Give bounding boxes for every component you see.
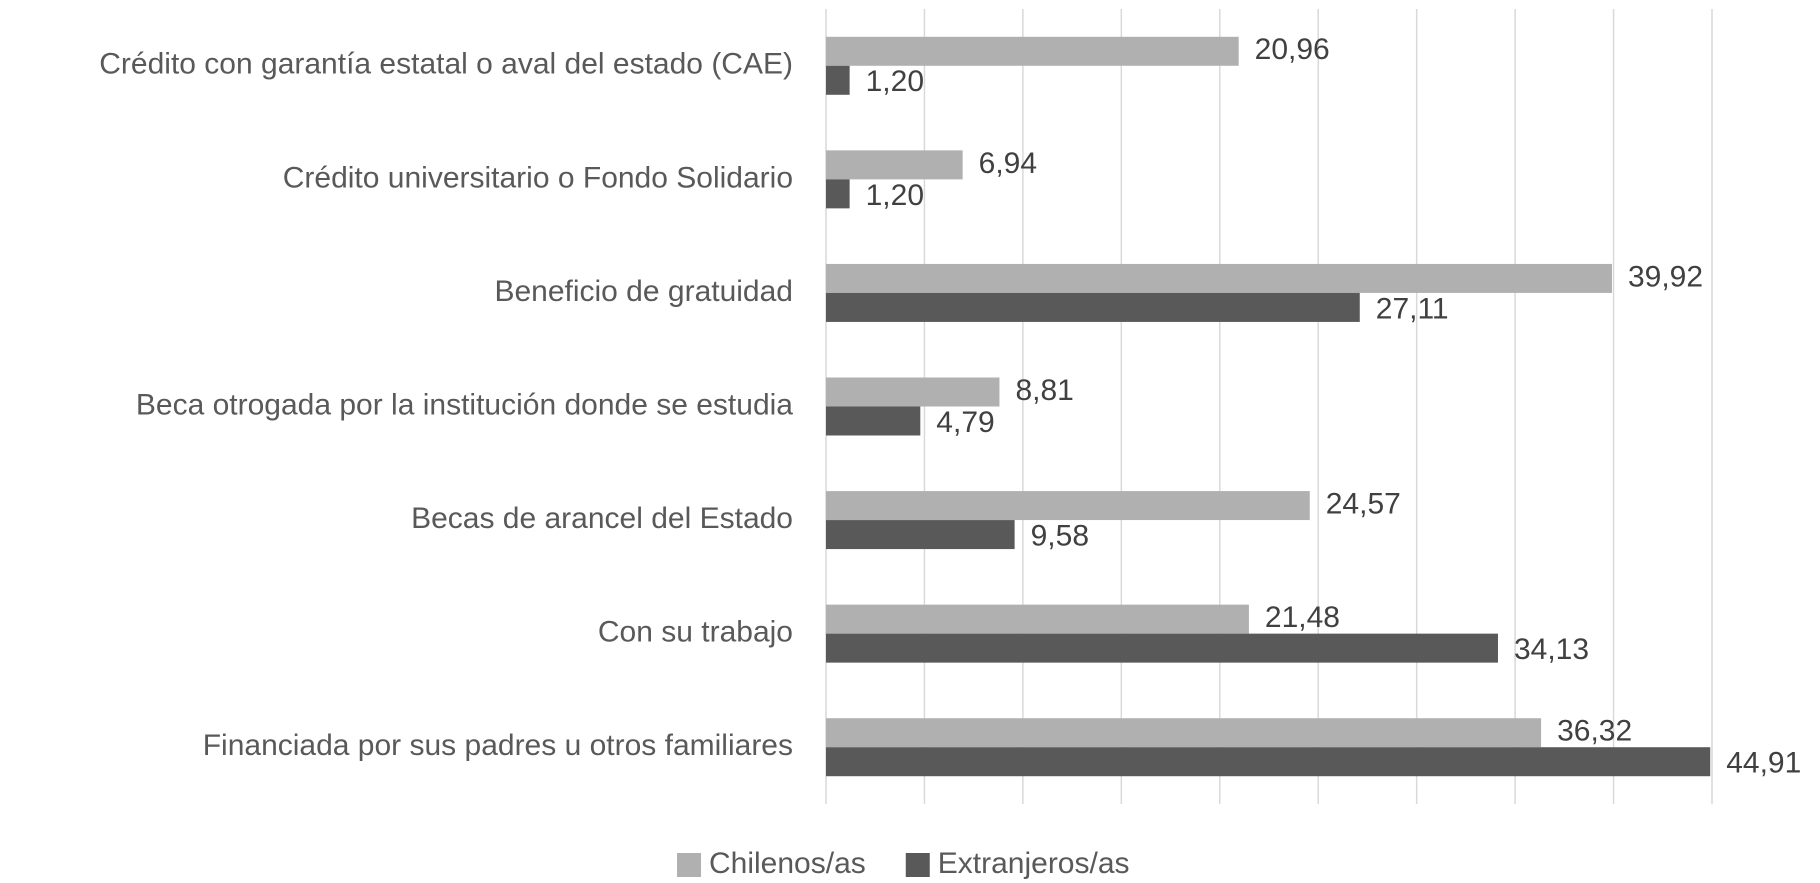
legend-label: Chilenos/as — [709, 847, 866, 880]
value-label: 9,58 — [1031, 519, 1089, 552]
bar — [826, 718, 1542, 748]
bar — [826, 65, 850, 95]
legend-swatch — [905, 853, 930, 877]
bar — [826, 179, 850, 209]
category-label: Beca otrogada por la institución donde s… — [136, 388, 793, 421]
category-label: Beneficio de gratuidad — [494, 275, 793, 308]
value-label: 6,94 — [979, 147, 1037, 180]
bar — [826, 263, 1612, 293]
value-label: 8,81 — [1015, 374, 1073, 407]
value-label: 21,48 — [1265, 601, 1340, 634]
value-label: 36,32 — [1557, 715, 1632, 748]
value-label: 4,79 — [936, 406, 994, 439]
value-label: 20,96 — [1255, 33, 1330, 66]
bar — [826, 633, 1498, 663]
value-label: 27,11 — [1376, 292, 1449, 325]
category-label: Crédito con garantía estatal o aval del … — [99, 48, 793, 81]
value-label: 24,57 — [1326, 487, 1401, 520]
legend-swatch — [677, 853, 701, 877]
category-label: Becas de arancel del Estado — [411, 502, 793, 535]
value-label: 34,13 — [1514, 633, 1589, 666]
value-label: 1,20 — [866, 65, 924, 98]
category-label: Financiada por sus padres u otros famili… — [203, 729, 793, 762]
bar — [826, 604, 1249, 634]
bar — [826, 491, 1310, 521]
value-label: 44,91 — [1726, 747, 1801, 780]
value-label: 39,92 — [1628, 260, 1703, 293]
legend-label: Extranjeros/as — [938, 847, 1130, 880]
bar — [826, 406, 921, 436]
value-label: 1,20 — [866, 179, 924, 212]
category-label: Con su trabajo — [598, 616, 793, 649]
bar — [826, 520, 1015, 550]
bar — [826, 292, 1360, 322]
bar — [826, 377, 1000, 407]
bar — [826, 36, 1239, 66]
bar — [826, 747, 1711, 777]
category-label: Crédito universitario o Fondo Solidario — [283, 161, 793, 194]
bar — [826, 150, 963, 180]
